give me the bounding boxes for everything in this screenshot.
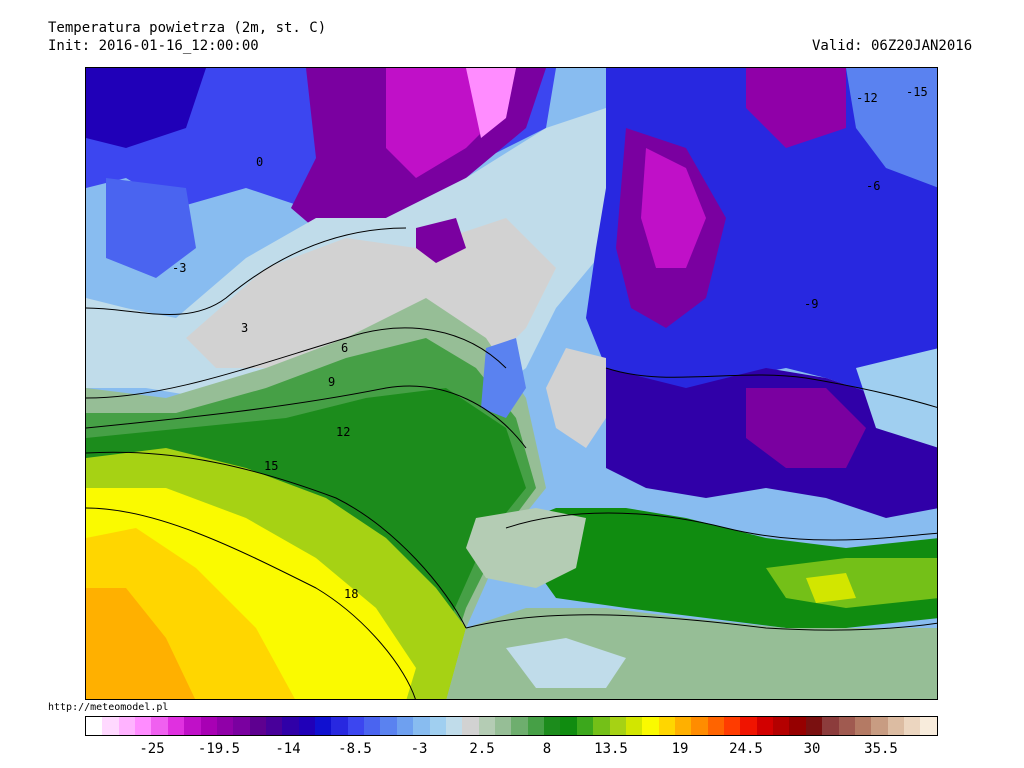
- contour-label: 18: [344, 587, 358, 601]
- contour-label: 3: [241, 321, 248, 335]
- scale-tick-label: -14: [275, 741, 301, 757]
- scale-tick-label: -8.5: [338, 741, 372, 757]
- contour-label: 6: [341, 341, 348, 355]
- color-swatch: [871, 717, 888, 735]
- color-swatch: [740, 717, 757, 735]
- color-swatch: [576, 717, 594, 735]
- contour-label: -12: [856, 91, 878, 105]
- scale-tick-label: -19.5: [197, 741, 241, 757]
- contour-label: -3: [172, 261, 186, 275]
- color-swatch: [86, 717, 103, 735]
- scale-tick-label: -25: [139, 741, 165, 757]
- color-swatch: [822, 717, 839, 735]
- color-swatch: [102, 717, 119, 735]
- color-swatch: [805, 717, 823, 735]
- contour-label: 9: [328, 375, 335, 389]
- color-swatch: [135, 717, 152, 735]
- color-swatch: [331, 717, 348, 735]
- color-swatch: [249, 717, 266, 735]
- color-swatch: [903, 717, 921, 735]
- color-swatch: [445, 717, 463, 735]
- color-swatch: [887, 717, 904, 735]
- iberia-zone: [466, 508, 586, 588]
- iceland: [416, 218, 466, 263]
- color-swatch: [347, 717, 365, 735]
- scale-tick-label: 13.5: [594, 741, 628, 757]
- color-swatch: [920, 717, 937, 735]
- chart-title: Temperatura powietrza (2m, st. C): [48, 20, 327, 36]
- scale-tick-label: 19: [671, 741, 689, 757]
- init-time: Init: 2016-01-16_12:00:00: [48, 38, 259, 54]
- color-swatch: [707, 717, 725, 735]
- color-swatch: [642, 717, 659, 735]
- color-swatch: [429, 717, 446, 735]
- color-swatch: [625, 717, 643, 735]
- color-swatch: [151, 717, 168, 735]
- color-swatch: [380, 717, 397, 735]
- color-swatch: [691, 717, 708, 735]
- color-swatch: [511, 717, 528, 735]
- color-swatch: [200, 717, 217, 735]
- color-swatch: [413, 717, 430, 735]
- color-swatch: [609, 717, 626, 735]
- color-swatch: [724, 717, 741, 735]
- contour-label: -6: [866, 179, 880, 193]
- british-isles: [481, 338, 526, 418]
- color-swatch: [756, 717, 774, 735]
- color-swatch: [298, 717, 316, 735]
- scale-tick-label: 2.5: [469, 741, 495, 757]
- color-swatch: [527, 717, 545, 735]
- color-swatch: [167, 717, 185, 735]
- color-swatch: [674, 717, 692, 735]
- color-swatch: [315, 717, 332, 735]
- color-swatch: [462, 717, 479, 735]
- color-swatch: [478, 717, 495, 735]
- scale-tick-label: 8: [542, 741, 552, 757]
- color-swatch: [233, 717, 250, 735]
- color-swatch: [216, 717, 234, 735]
- color-swatch: [773, 717, 790, 735]
- color-swatch: [838, 717, 855, 735]
- contour-label: 12: [336, 425, 350, 439]
- color-swatch: [544, 717, 561, 735]
- contour-label: 0: [256, 155, 263, 169]
- color-swatch: [265, 717, 283, 735]
- color-swatch: [494, 717, 512, 735]
- color-swatch: [396, 717, 414, 735]
- color-scale-bar: [85, 716, 938, 736]
- color-swatch: [658, 717, 675, 735]
- scale-tick-label: -3: [410, 741, 428, 757]
- color-swatch: [593, 717, 610, 735]
- contour-label: 15: [264, 459, 278, 473]
- scale-tick-label: 30: [803, 741, 821, 757]
- source-link[interactable]: http://meteomodel.pl: [48, 702, 169, 713]
- color-swatch: [184, 717, 201, 735]
- color-swatch: [282, 717, 299, 735]
- color-swatch: [118, 717, 136, 735]
- contour-label: -15: [906, 85, 928, 99]
- scale-tick-label: 24.5: [729, 741, 763, 757]
- color-swatch: [560, 717, 577, 735]
- color-swatch: [789, 717, 806, 735]
- scale-tick-label: 35.5: [864, 741, 898, 757]
- contour-label: -9: [804, 297, 818, 311]
- valid-time: Valid: 06Z20JAN2016: [812, 38, 973, 54]
- color-swatch: [854, 717, 872, 735]
- color-swatch: [364, 717, 381, 735]
- temperature-map: 3 6 9 12 15 18 0 -3 -6 -9 -12 -15: [85, 67, 938, 700]
- contour-label-group: 3 6 9 12 15 18 0 -3 -6 -9 -12 -15: [172, 85, 928, 601]
